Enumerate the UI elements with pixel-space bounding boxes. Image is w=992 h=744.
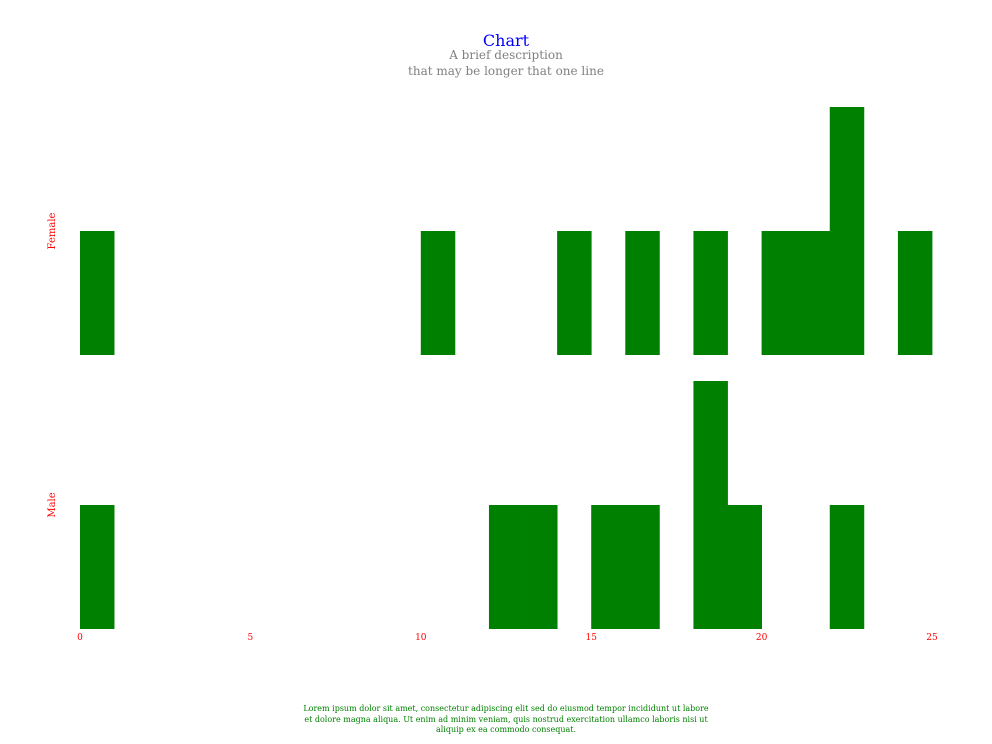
- bar-female-4: [693, 231, 728, 355]
- bar-male-0: [80, 505, 115, 629]
- bar-female-7: [829, 107, 865, 355]
- bar-male-6: [727, 505, 762, 629]
- bar-female-0: [80, 231, 115, 355]
- chart-subtitle-line-2: that may be longer that one line: [408, 64, 604, 78]
- chart-caption: Lorem ipsum dolor sit amet, consectetur …: [303, 704, 709, 734]
- bar-female-5: [761, 231, 797, 355]
- x-tick-label-5: 5: [248, 633, 254, 643]
- row-label-male: Male: [47, 492, 58, 517]
- x-tick-label-10: 10: [415, 633, 427, 643]
- x-tick-label-0: 0: [77, 633, 83, 643]
- bar-female-8: [897, 231, 933, 355]
- bar-female-2: [557, 231, 592, 355]
- bar-male-2: [523, 505, 558, 629]
- bar-female-1: [420, 231, 456, 355]
- chart-subtitle: A brief description that may be longer t…: [0, 47, 992, 79]
- bar-male-4: [625, 505, 660, 629]
- bar-male-1: [488, 505, 524, 629]
- chart-subtitle-line-1: A brief description: [449, 48, 563, 62]
- bar-male-3: [591, 505, 626, 629]
- x-tick-label-15: 15: [585, 633, 597, 643]
- x-tick-label-25: 25: [926, 633, 938, 643]
- x-tick-label-20: 20: [756, 633, 768, 643]
- bar-female-3: [625, 231, 660, 355]
- chart-title: Chart: [482, 31, 530, 50]
- bar-male-5: [693, 381, 728, 629]
- bar-male-7: [829, 505, 865, 629]
- row-label-female: Female: [47, 212, 58, 249]
- bar-female-6: [795, 231, 831, 355]
